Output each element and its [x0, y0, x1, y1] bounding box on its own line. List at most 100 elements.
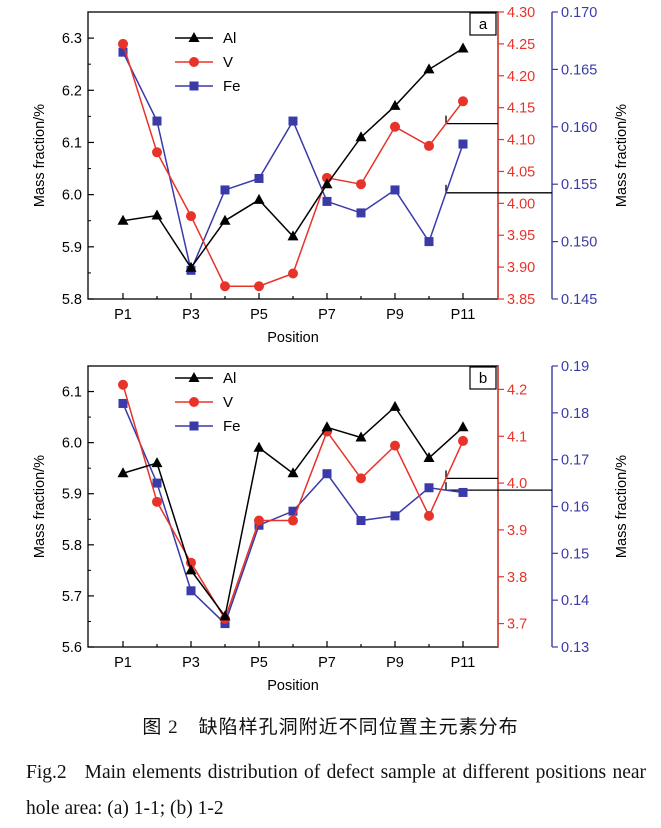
data-point-Al — [389, 400, 401, 411]
x-tick-label: P1 — [114, 655, 132, 671]
data-point-V — [118, 38, 128, 49]
y-right2-tick-label: 0.15 — [561, 546, 589, 562]
data-point-Fe — [186, 586, 196, 596]
y-right1-tick-label: 3.85 — [507, 292, 535, 308]
y-right2-tick-label: 0.17 — [561, 453, 589, 469]
y-right1-tick-label: 4.15 — [507, 101, 535, 117]
data-point-V — [390, 440, 400, 451]
data-point-Fe — [152, 116, 162, 126]
figure-svg: 5.8 5.9 6.0 6.1 6.2 6.3 P1 P3 P5 P7 P9 P11 Position M… — [32, 5, 630, 694]
y-right1-tick-label: 4.25 — [507, 37, 535, 53]
y-left-axis-label: Mass fraction/% — [32, 104, 48, 207]
y-right1-tick-label: 4.05 — [507, 164, 535, 180]
y-right1-tick-label: 4.20 — [507, 69, 535, 85]
y-left-tick-label: 5.6 — [62, 640, 82, 656]
data-point-Fe — [322, 196, 332, 206]
x-tick-label: P5 — [250, 655, 268, 671]
y-left-tick-label: 5.7 — [62, 589, 82, 605]
data-point-Fe — [390, 185, 400, 195]
figure: 5.8 5.9 6.0 6.1 6.2 6.3 P1 P3 P5 P7 P9 P11 Position M… — [32, 5, 630, 694]
data-point-V — [424, 510, 434, 521]
y-left-tick-label: 6.0 — [62, 436, 82, 452]
data-point-V — [390, 121, 400, 132]
data-point-Al — [423, 451, 435, 462]
data-point-Al — [151, 209, 163, 220]
y-right2-tick-label: 0.150 — [561, 235, 597, 251]
y-right1-tick-label: 3.7 — [507, 617, 527, 633]
data-point-Al — [117, 467, 129, 478]
y-left-tick-label: 6.0 — [62, 188, 82, 204]
data-point-Al — [185, 564, 197, 575]
legend-marker-V — [189, 397, 199, 407]
y-right1-tick-label: 4.10 — [507, 133, 535, 149]
data-point-Fe — [458, 139, 468, 149]
y-left-tick-label: 5.9 — [62, 487, 82, 503]
y-right2-tick-label: 0.145 — [561, 292, 597, 308]
y-right2-tick-label: 0.170 — [561, 5, 597, 21]
data-point-V — [152, 147, 162, 158]
x-tick-label: P9 — [386, 655, 404, 671]
data-point-Fe — [254, 173, 264, 183]
panel-label: b — [479, 370, 487, 387]
data-point-V — [424, 140, 434, 151]
legend-label-V: V — [223, 54, 233, 71]
data-point-Al — [287, 467, 299, 478]
legend-marker-Fe — [189, 421, 199, 431]
data-point-Al — [253, 441, 265, 452]
data-point-V — [254, 515, 264, 526]
y-right2-tick-label: 0.19 — [561, 359, 589, 375]
data-point-V — [288, 515, 298, 526]
y-right2-tick-label: 0.18 — [561, 406, 589, 422]
legend-label-Fe: Fe — [223, 418, 241, 435]
data-point-V — [458, 435, 468, 446]
y-right1-tick-label: 4.1 — [507, 429, 527, 445]
y-right2-tick-label: 0.16 — [561, 500, 589, 516]
data-point-Al — [355, 131, 367, 142]
data-point-Fe — [288, 506, 298, 516]
y-right2-tick-label: 0.160 — [561, 120, 597, 136]
panel-label-box — [469, 366, 497, 390]
x-tick-label: P11 — [451, 307, 476, 323]
y-right1-tick-label: 4.0 — [507, 476, 527, 492]
y-right-axis-label: Mass fraction/% — [614, 455, 630, 558]
data-point-Fe — [118, 398, 128, 408]
data-point-Al — [423, 63, 435, 74]
x-tick-label: P3 — [182, 307, 200, 323]
data-point-Al — [355, 431, 367, 442]
x-axis-label: Position — [267, 678, 319, 694]
y-left-tick-label: 6.3 — [62, 31, 82, 47]
y-right1-tick-label: 3.90 — [507, 260, 535, 276]
x-tick-label: P9 — [386, 307, 404, 323]
plot-frame — [87, 365, 499, 648]
legend-label-V: V — [223, 394, 233, 411]
data-point-Al — [287, 230, 299, 241]
data-point-Fe — [152, 478, 162, 488]
y-right1-tick-label: 4.30 — [507, 5, 535, 21]
data-point-Fe — [424, 237, 434, 247]
legend-marker-Fe — [189, 81, 199, 91]
figure-caption-en-text: Main elements distribution of defect sam… — [26, 762, 646, 819]
legend-marker-Al — [188, 372, 200, 382]
panel-label-box — [469, 12, 497, 36]
data-point-Al — [321, 421, 333, 432]
figure-caption-cn: 图 2 缺陷样孔洞附近不同位置主元素分布 — [142, 717, 519, 738]
series-line-V — [122, 43, 464, 287]
y-left-tick-label: 6.1 — [62, 385, 82, 401]
y-left-tick-label: 6.1 — [62, 135, 82, 151]
y-left-tick-label: 5.8 — [62, 292, 82, 308]
y-right1-tick-label: 3.95 — [507, 228, 535, 244]
data-point-Fe — [356, 208, 366, 218]
y-right-axis-label: Mass fraction/% — [614, 104, 630, 207]
y-right2-tick-label: 0.13 — [561, 640, 589, 656]
data-point-Al — [253, 193, 265, 204]
data-point-Al — [151, 457, 163, 468]
data-point-Fe — [424, 483, 434, 493]
figure-caption-en: Fig.2 Main elements distribution of defec… — [26, 755, 646, 827]
data-point-Fe — [458, 487, 468, 497]
legend-label-Al: Al — [223, 30, 236, 47]
data-point-Fe — [288, 116, 298, 126]
x-axis-label: Position — [267, 330, 319, 346]
data-point-V — [118, 379, 128, 390]
data-point-Fe — [322, 469, 332, 479]
data-point-V — [152, 496, 162, 507]
